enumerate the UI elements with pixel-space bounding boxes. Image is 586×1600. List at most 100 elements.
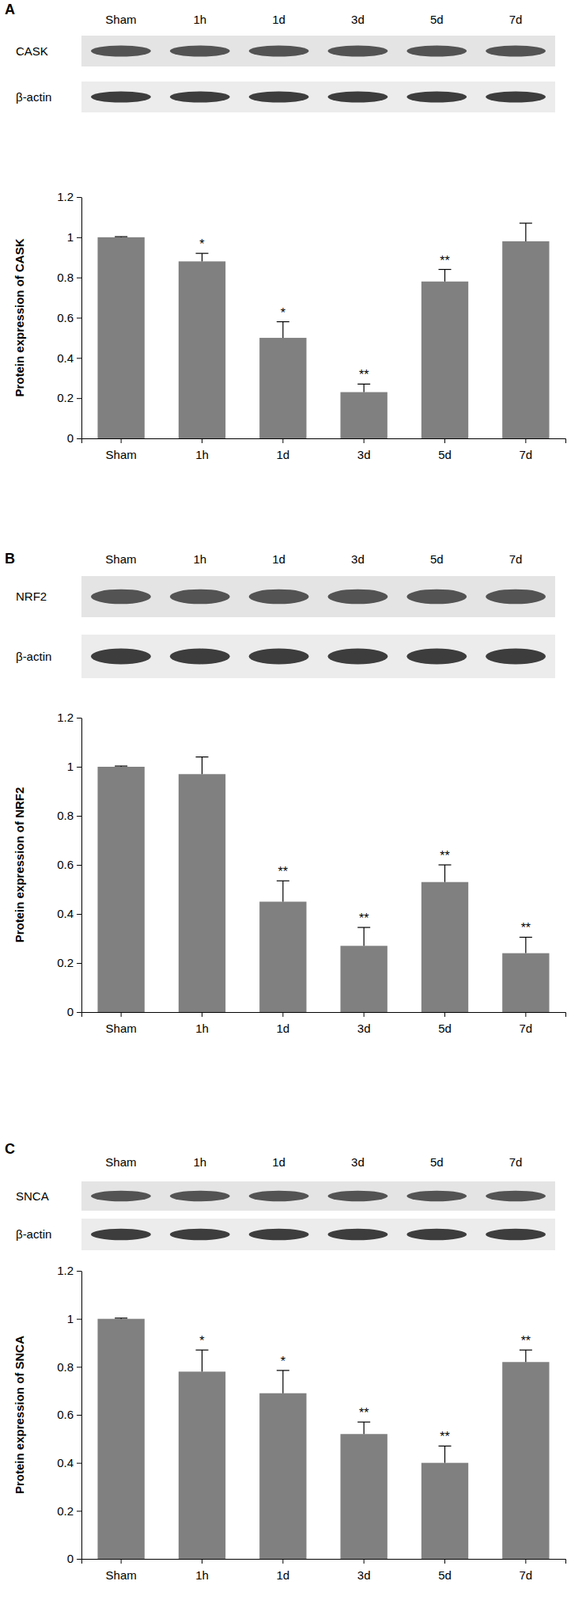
blot-band xyxy=(249,589,310,605)
blot-band xyxy=(90,1190,152,1201)
y-title: Protein expression of SNCA xyxy=(12,1334,27,1494)
y-axis: 00.20.40.60.811.2 xyxy=(56,710,82,1018)
blot-band xyxy=(90,648,152,665)
bar xyxy=(421,881,469,1012)
blot-band xyxy=(327,648,388,665)
blot-band xyxy=(249,90,310,103)
row-label: β-actin xyxy=(15,90,52,104)
tick-mark xyxy=(525,1011,526,1017)
bar xyxy=(340,1432,387,1558)
tick: 0.4 xyxy=(56,351,82,365)
tick-mark xyxy=(76,1462,82,1464)
tick: Sham xyxy=(105,1011,137,1035)
y-axis: 00.20.40.60.811.2 xyxy=(56,1262,82,1565)
tick-label: 1h xyxy=(195,1020,209,1035)
blot-band xyxy=(170,1228,231,1240)
lane-label: 3d xyxy=(351,12,365,27)
blot-band xyxy=(90,45,152,57)
lane-label: 1d xyxy=(272,551,286,566)
bar xyxy=(97,237,144,439)
blot-band xyxy=(249,1190,310,1201)
bar xyxy=(421,1462,469,1558)
tick-mark xyxy=(76,1509,82,1511)
tick-label: 1 xyxy=(67,230,74,244)
tick-mark xyxy=(282,1557,284,1563)
tick-label: 1.2 xyxy=(56,1262,74,1277)
tick-label: Sham xyxy=(105,1567,137,1581)
tick-label: 3d xyxy=(357,1567,371,1581)
blot-band xyxy=(90,589,152,605)
significance: ** xyxy=(359,911,369,925)
blot-band xyxy=(170,45,231,57)
tick-mark xyxy=(282,1011,284,1017)
significance: ** xyxy=(359,1405,369,1419)
panel: CSham1h1d3d5d7dSNCAβ-actin********00.20.… xyxy=(4,1140,567,1581)
lane-label: 5d xyxy=(430,12,444,27)
tick: 7d xyxy=(519,1011,534,1035)
tick: 0 xyxy=(67,1550,82,1565)
tick-label: 7d xyxy=(519,1567,534,1581)
row-label: NRF2 xyxy=(15,589,47,603)
error-bar xyxy=(276,321,290,338)
tick-mark xyxy=(76,357,82,359)
tick: 1h xyxy=(195,438,209,462)
error-bar xyxy=(519,936,533,953)
blot-band xyxy=(327,1190,388,1201)
error-bar xyxy=(276,880,290,901)
tick-mark xyxy=(76,1557,82,1559)
blot-strip xyxy=(81,35,556,67)
tick-label: 0.2 xyxy=(56,955,74,969)
tick-mark xyxy=(282,438,284,443)
tick-mark xyxy=(76,196,82,198)
tick-label: 0.4 xyxy=(56,1455,74,1469)
y-title: Protein expression of CASK xyxy=(12,238,27,397)
error-bar xyxy=(519,1349,533,1362)
tick-label: 1h xyxy=(195,1567,209,1581)
bar xyxy=(178,773,226,1012)
tick-mark xyxy=(76,438,82,439)
y-axis: 00.20.40.60.811.2 xyxy=(56,189,82,445)
tick: 0.4 xyxy=(56,906,82,920)
axis-line xyxy=(81,1270,83,1559)
significance: ** xyxy=(521,1333,531,1347)
tick-mark xyxy=(76,815,82,817)
tick-mark xyxy=(76,962,82,964)
tick: 1 xyxy=(67,759,82,773)
tick-mark xyxy=(76,397,82,399)
blot-band xyxy=(485,90,546,103)
tick-label: 0.2 xyxy=(56,1503,74,1517)
tick-mark xyxy=(76,1413,82,1415)
blot-band xyxy=(327,1228,388,1240)
blot-band xyxy=(249,45,310,57)
error-bar xyxy=(519,223,533,242)
tick: 3d xyxy=(357,1011,371,1035)
tick-mark xyxy=(76,237,82,239)
tick-label: 0.6 xyxy=(56,857,74,871)
tick: 5d xyxy=(438,1011,452,1035)
panel: ASham1h1d3d5d7dCASKβ-actin******00.20.40… xyxy=(4,1,567,462)
tick: 1 xyxy=(67,230,82,244)
blot-band xyxy=(406,1228,467,1240)
tick: 0.8 xyxy=(56,808,82,822)
tick: 1d xyxy=(275,1557,290,1581)
tick: 3d xyxy=(357,1557,371,1581)
error-bar xyxy=(438,269,452,282)
tick-mark xyxy=(444,1011,446,1017)
blot-band xyxy=(485,1228,546,1240)
tick-label: 0.8 xyxy=(56,808,74,822)
tick: Sham xyxy=(105,1557,137,1581)
significance: * xyxy=(199,237,205,251)
bar xyxy=(178,260,226,439)
bar xyxy=(340,945,387,1012)
blot-band xyxy=(90,1228,152,1240)
tick-mark xyxy=(525,1557,526,1563)
blot-band xyxy=(406,90,467,103)
lane-label: 5d xyxy=(430,1154,444,1169)
error-bar xyxy=(357,383,371,392)
bar xyxy=(259,901,307,1013)
significance: * xyxy=(199,1333,205,1347)
blot-band xyxy=(327,589,388,605)
blot-strip xyxy=(81,634,556,678)
tick: 5d xyxy=(438,1557,452,1581)
row-label: CASK xyxy=(15,44,49,58)
